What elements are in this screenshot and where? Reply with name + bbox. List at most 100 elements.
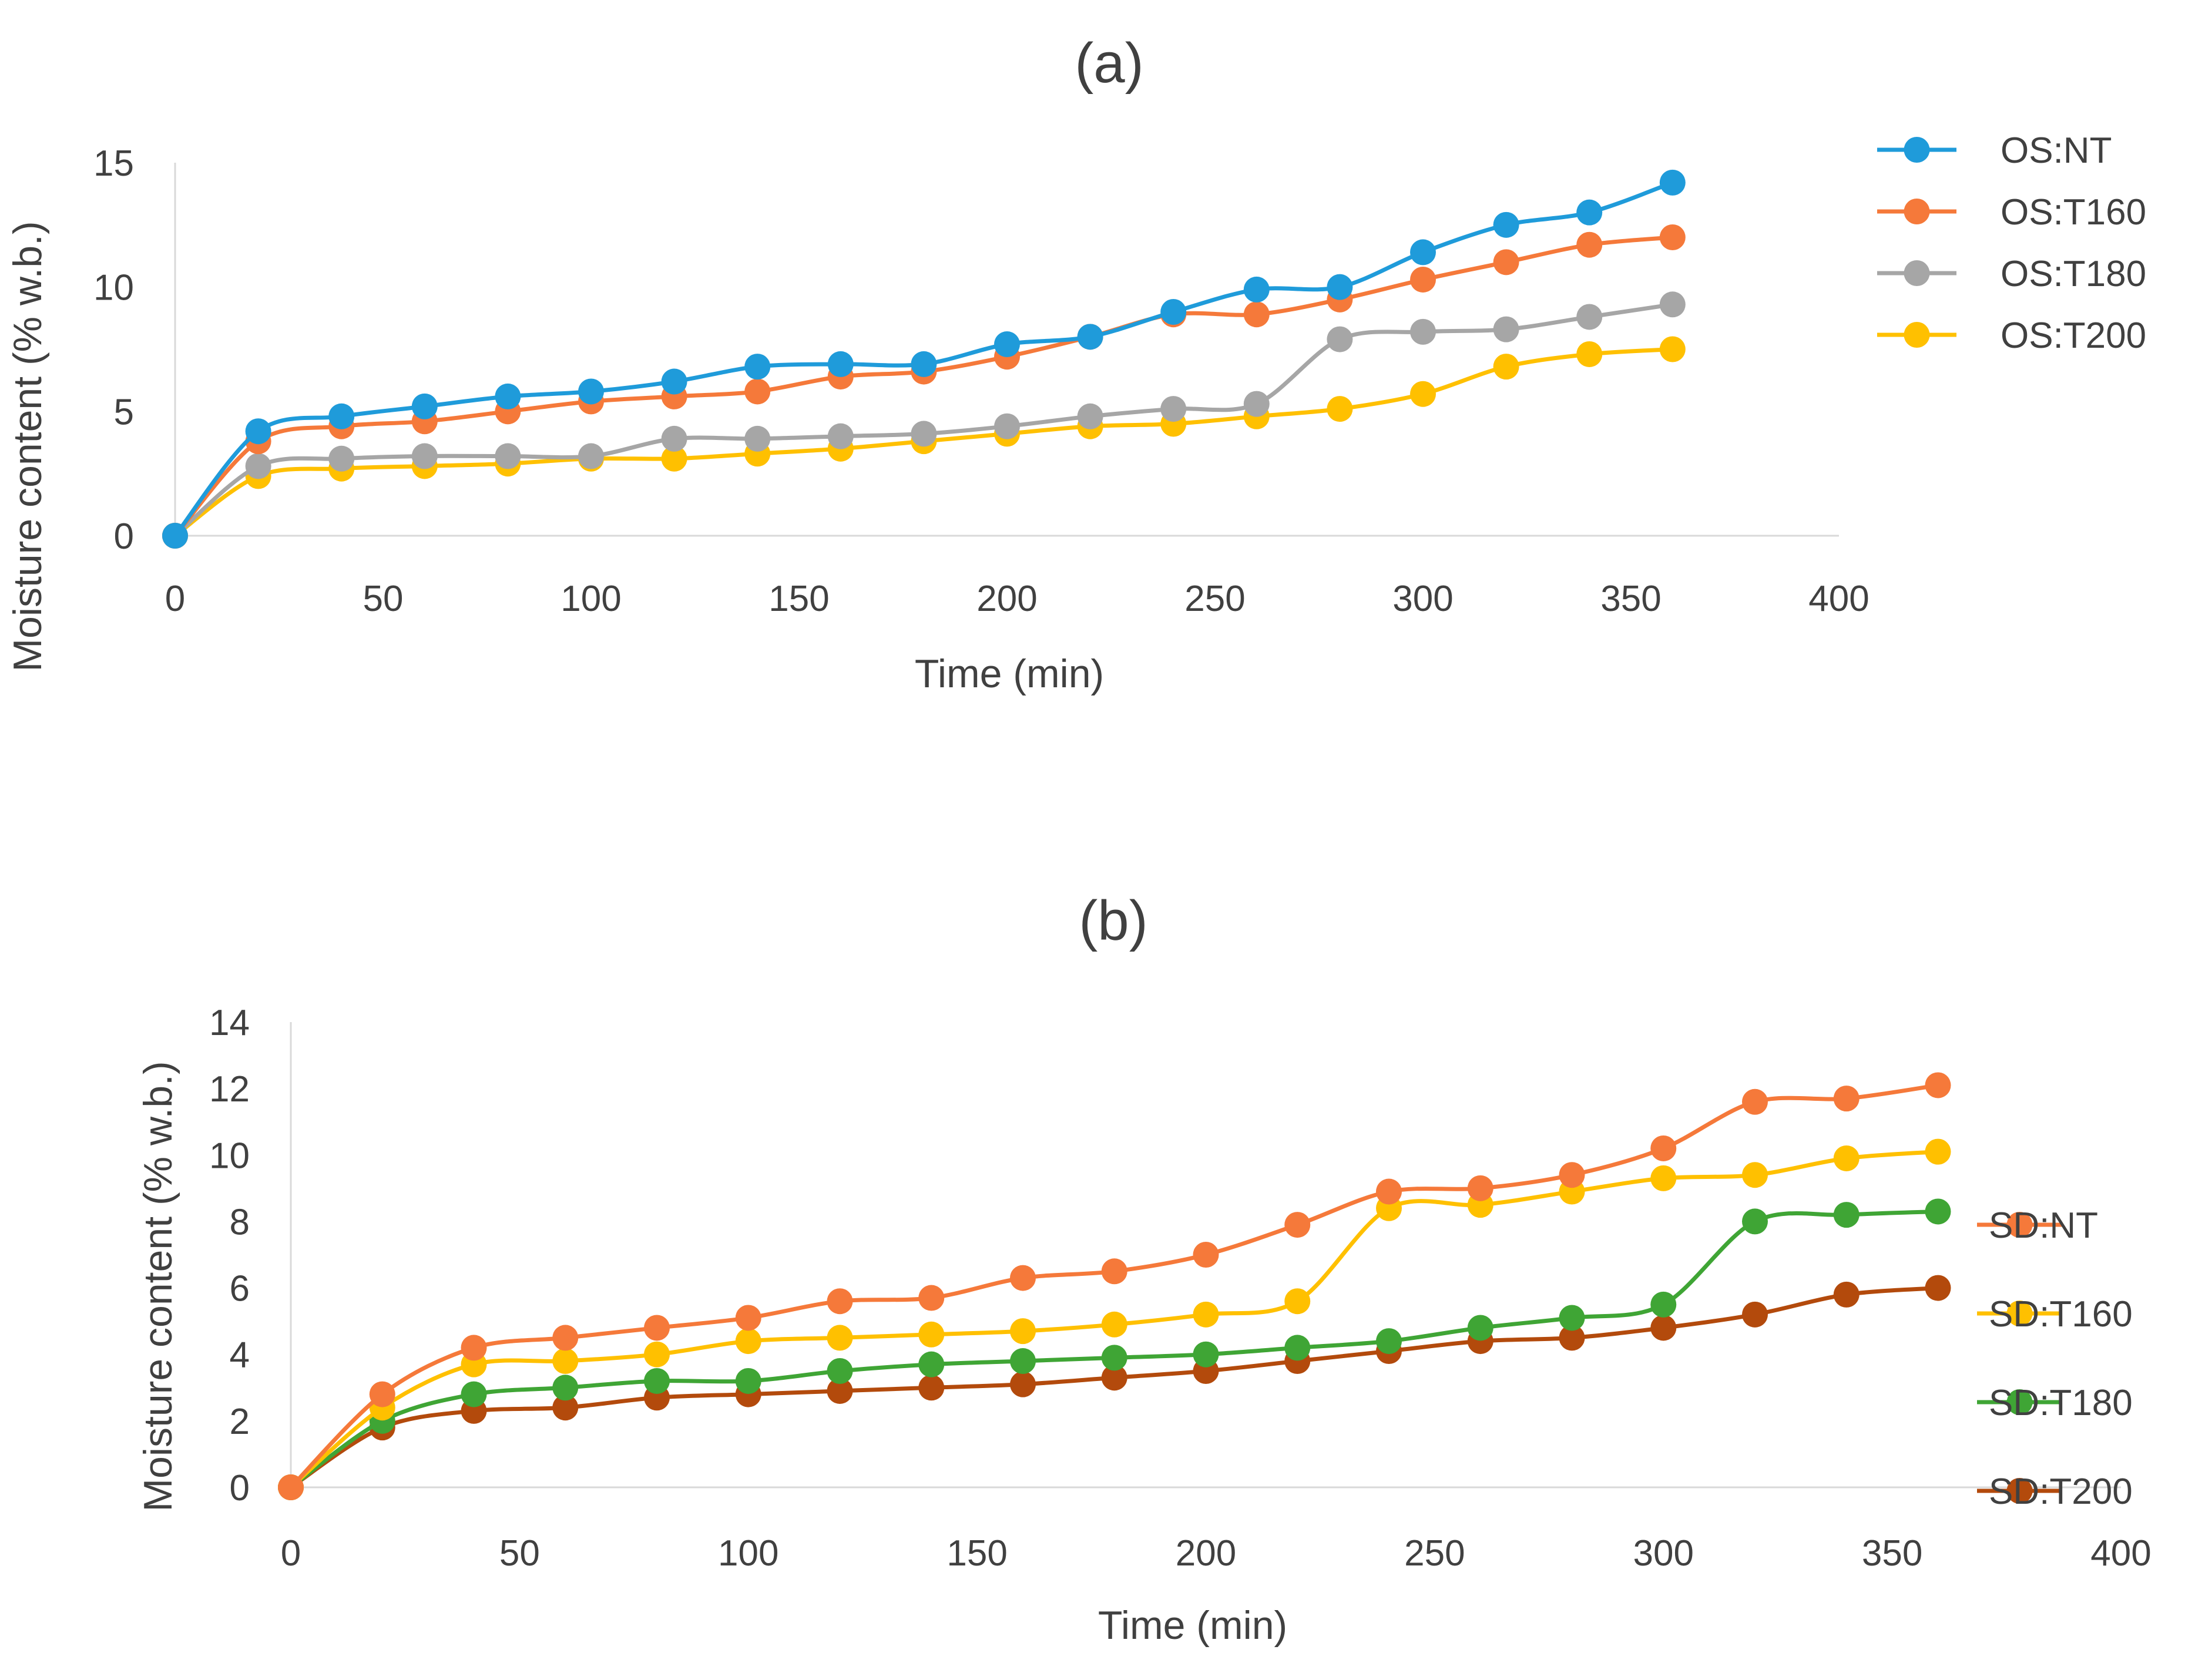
data-point — [245, 418, 271, 445]
data-point — [1160, 299, 1187, 325]
data-point — [1010, 1348, 1036, 1375]
legend-label: OS:T200 — [2001, 315, 2146, 356]
data-point — [1193, 1341, 1219, 1367]
data-point — [552, 1375, 579, 1401]
data-point — [162, 523, 188, 549]
data-point — [1559, 1325, 1585, 1351]
data-point — [1493, 354, 1519, 380]
x-tick-label: 350 — [1600, 579, 1661, 619]
y-tick-label: 0 — [114, 516, 134, 557]
x-tick-label: 50 — [499, 1533, 540, 1574]
series-line-os-t180 — [173, 302, 1675, 538]
legend-swatch-marker — [1904, 199, 1930, 224]
legend-swatch-marker — [2006, 1478, 2033, 1504]
data-point — [1243, 276, 1270, 303]
legend-swatch-marker — [1904, 322, 1930, 348]
x-tick-label: 350 — [1862, 1533, 1922, 1574]
y-tick-label: 0 — [230, 1468, 250, 1508]
data-point — [911, 351, 937, 377]
data-point — [1576, 199, 1603, 226]
data-point — [1833, 1086, 1860, 1112]
series-sd-t180 — [278, 1198, 1951, 1500]
data-point — [1284, 1212, 1311, 1238]
legend-item-os-nt: OS:NT — [1877, 130, 2112, 171]
x-tick-label: 200 — [976, 579, 1037, 619]
data-point — [827, 1325, 853, 1351]
data-point — [1101, 1345, 1127, 1371]
chart-panel-b: (b) 0 50 100 150 200 250 300 350 400 0 2 4 6 8 10 12 14 Ti… — [136, 889, 2152, 1648]
data-point — [1833, 1145, 1860, 1171]
data-point — [735, 1305, 761, 1331]
data-point — [1243, 301, 1270, 328]
data-point — [1742, 1301, 1768, 1328]
data-point — [661, 425, 687, 452]
legend-label: SD:T180 — [1989, 1383, 2133, 1423]
legend-item-os-t200: OS:T200 — [1877, 315, 2146, 356]
data-point — [411, 443, 438, 469]
y-tick-label: 14 — [209, 1003, 250, 1043]
x-tick-label: 250 — [1184, 579, 1245, 619]
data-point — [1493, 316, 1519, 342]
data-point — [1327, 396, 1353, 422]
data-point — [1925, 1138, 1951, 1165]
legend-label: OS:T180 — [2001, 254, 2146, 294]
data-point — [578, 443, 604, 469]
legend-item-sd-t160: SD:T160 — [1977, 1294, 2133, 1335]
data-point — [918, 1321, 945, 1348]
data-point — [1742, 1088, 1768, 1115]
legend-swatch-marker — [1904, 260, 1930, 286]
data-point — [1833, 1202, 1860, 1228]
data-point — [369, 1381, 395, 1407]
data-point — [827, 1377, 853, 1404]
data-point — [1376, 1328, 1402, 1355]
chart-title: (b) — [1079, 889, 1147, 952]
data-point — [735, 1328, 761, 1355]
data-point — [1467, 1175, 1493, 1201]
y-tick-label: 12 — [209, 1069, 250, 1110]
data-point — [661, 368, 687, 395]
data-point — [1010, 1265, 1036, 1291]
data-point — [1410, 266, 1436, 293]
legend-swatch-marker — [1904, 137, 1930, 163]
data-point — [1327, 326, 1353, 352]
x-tick-label: 250 — [1404, 1533, 1465, 1574]
series-os-t160 — [162, 224, 1686, 549]
x-tick-label: 150 — [768, 579, 829, 619]
data-point — [744, 354, 771, 380]
y-axis-label: Moisture content (% w.b.) — [136, 1061, 180, 1511]
data-point — [744, 425, 771, 452]
data-point — [644, 1315, 670, 1341]
y-tick-label: 10 — [209, 1135, 250, 1176]
legend-item-sd-nt: SD:NT — [1977, 1205, 2098, 1246]
x-tick-label: 400 — [2090, 1533, 2151, 1574]
series-sd-nt — [278, 1072, 1951, 1500]
y-tick-label: 10 — [93, 268, 134, 308]
data-point — [644, 1367, 670, 1394]
data-point — [735, 1367, 761, 1394]
data-point — [1559, 1162, 1585, 1188]
data-point — [1376, 1178, 1402, 1205]
data-point — [1650, 1315, 1677, 1341]
data-point — [1925, 1275, 1951, 1301]
data-point — [552, 1325, 579, 1351]
legend-label: OS:NT — [2001, 130, 2112, 171]
legend-item-os-t180: OS:T180 — [1877, 254, 2146, 294]
x-axis-label: Time (min) — [1098, 1603, 1287, 1648]
legend-item-os-t160: OS:T160 — [1877, 192, 2146, 233]
data-point — [1659, 291, 1686, 318]
data-point — [1559, 1305, 1585, 1331]
data-point — [911, 421, 937, 447]
data-point — [1193, 1301, 1219, 1328]
data-point — [495, 383, 521, 409]
legend-item-sd-t180: SD:T180 — [1977, 1383, 2133, 1423]
y-tick-label: 8 — [230, 1202, 250, 1242]
data-point — [1101, 1258, 1127, 1285]
x-tick-label: 300 — [1633, 1533, 1694, 1574]
data-point — [1010, 1318, 1036, 1345]
data-point — [827, 423, 854, 449]
y-tick-label: 2 — [230, 1402, 250, 1442]
data-point — [552, 1348, 579, 1375]
legend-label: OS:T160 — [2001, 192, 2146, 233]
data-point — [1077, 324, 1103, 350]
data-point — [827, 1358, 853, 1384]
